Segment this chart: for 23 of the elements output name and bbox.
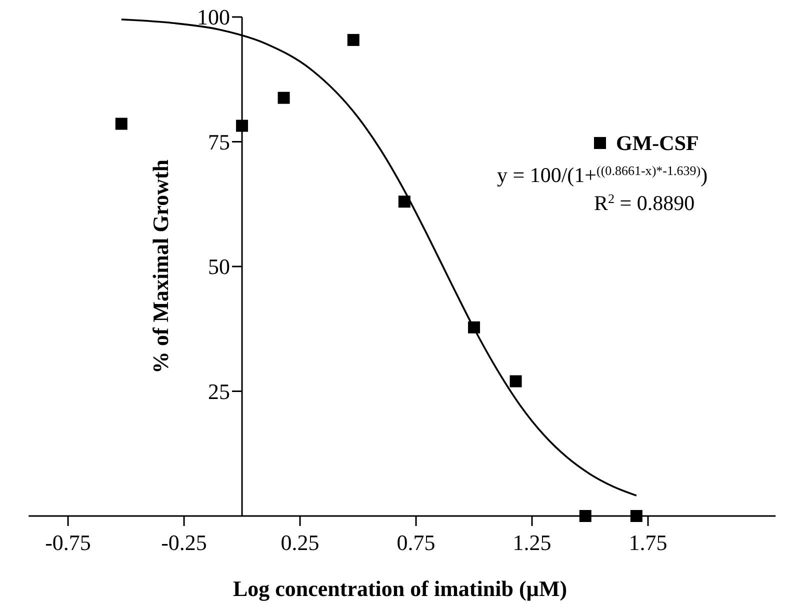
x-tick-label: 0.25	[280, 530, 320, 555]
point	[236, 120, 248, 132]
point	[347, 34, 360, 46]
y-tick-label: 25	[208, 378, 230, 404]
point	[115, 118, 128, 130]
annotation: y = 100/(1+$^{((0.8661-x)*-1.639)}$)	[497, 162, 708, 187]
y-tick-label: 75	[208, 129, 230, 154]
x-axis-title: Log concentration of imatinib (µM)	[232, 576, 568, 601]
point	[278, 92, 290, 104]
x-tick-label: 1.75	[628, 530, 668, 555]
x-tick-label: -0.25	[161, 530, 207, 555]
point	[398, 196, 410, 208]
point	[579, 510, 592, 522]
y-tick-label: 50	[208, 254, 230, 280]
x-tick-label: 1.25	[512, 530, 552, 555]
point	[630, 510, 642, 522]
point	[510, 375, 522, 388]
y-tick-label: 100	[197, 4, 230, 30]
x-tick-label: -0.75	[45, 530, 91, 555]
y-axis-title: % of Maximal Growth	[148, 159, 173, 374]
x-tick-label: 0.75	[396, 530, 436, 555]
legend-label: GM-CSF	[616, 131, 699, 155]
annotation: R$^{2}$ = 0.8890	[594, 190, 695, 215]
